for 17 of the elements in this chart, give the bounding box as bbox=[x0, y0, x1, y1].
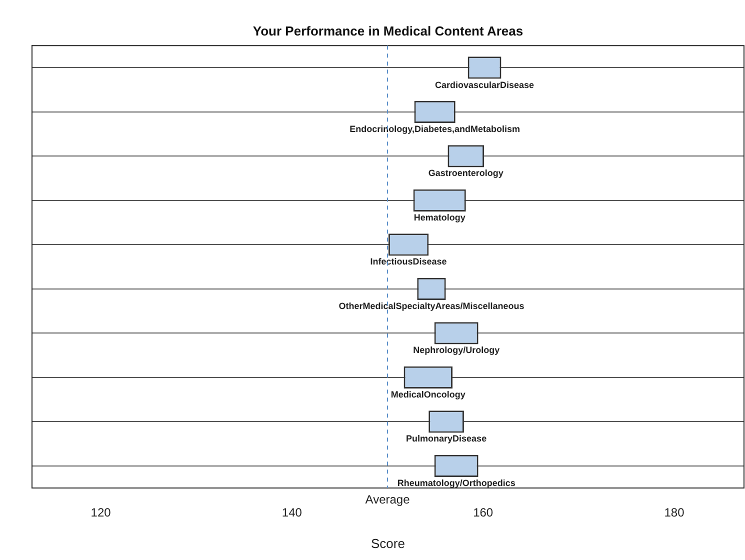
y-tick-label: MedicalOncology bbox=[390, 389, 466, 400]
y-tick-label: Hematology bbox=[414, 212, 466, 222]
chart-title: Your Performance in Medical Content Areas bbox=[252, 23, 524, 38]
y-tick-label: Endocrinology,Diabetes,andMetabolism bbox=[350, 124, 520, 134]
y-tick-label: OtherMedicalSpecialtyAreas/Miscellaneous bbox=[338, 300, 524, 311]
ref-line-label: Average bbox=[365, 492, 410, 506]
y-tick-label: CardiovascularDisease bbox=[434, 80, 534, 90]
x-tick-label: 120 bbox=[90, 506, 112, 520]
y-tick-label: Rheumatology/Orthopedics bbox=[397, 478, 516, 488]
y-tick-label: Gastroenterology bbox=[428, 168, 504, 178]
x-tick-label: 180 bbox=[664, 506, 685, 520]
x-tick-label: 140 bbox=[282, 506, 302, 520]
x-tick-label: 160 bbox=[473, 506, 494, 520]
x-axis-title: Score bbox=[371, 536, 405, 551]
y-tick-label: PulmonaryDisease bbox=[406, 434, 487, 444]
y-tick-label: InfectiousDisease bbox=[370, 256, 447, 267]
y-tick-label: Nephrology/Urology bbox=[413, 345, 500, 356]
